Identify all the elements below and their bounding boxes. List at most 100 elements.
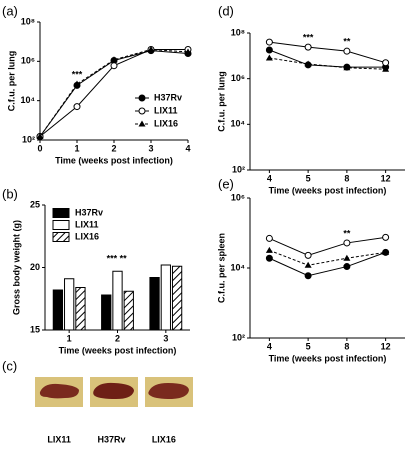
significance: *** xyxy=(303,33,314,43)
y-tick-label: 10⁴ xyxy=(231,262,245,272)
marker xyxy=(73,80,81,87)
bar xyxy=(52,289,64,331)
y-tick-label: 10⁶ xyxy=(231,192,245,202)
x-tick-label: 5 xyxy=(306,173,311,183)
bar xyxy=(75,287,86,331)
bar xyxy=(112,270,123,331)
legend-swatch xyxy=(52,232,70,242)
marker xyxy=(110,56,118,63)
y-tick-label: 10² xyxy=(232,332,245,342)
panel-label: (c) xyxy=(2,358,17,373)
x-tick-label: 1 xyxy=(74,143,79,153)
legend-marker xyxy=(138,120,146,127)
marker xyxy=(265,234,273,242)
x-tick-label: 3 xyxy=(148,143,153,153)
y-tick-label: 10⁶ xyxy=(231,73,245,83)
marker xyxy=(304,60,312,67)
panel-label: (d) xyxy=(218,3,234,18)
y-tick-label: 10² xyxy=(22,134,35,144)
bar xyxy=(171,265,183,331)
bar xyxy=(101,294,112,331)
x-tick-label: 0 xyxy=(37,143,42,153)
marker xyxy=(265,54,273,61)
y-tick-label: 10⁸ xyxy=(21,16,35,26)
series-line xyxy=(269,236,386,256)
marker xyxy=(382,248,390,255)
y-tick-label: 20 xyxy=(30,262,40,272)
marker xyxy=(382,65,390,72)
marker xyxy=(343,263,351,271)
x-axis-label: Time (weeks post infection) xyxy=(269,185,387,195)
marker xyxy=(73,103,81,111)
marker xyxy=(265,246,273,253)
legend-marker xyxy=(138,107,146,115)
significance: ** xyxy=(343,37,351,47)
image-label: H37Rv xyxy=(97,434,125,444)
marker xyxy=(304,261,312,268)
legend-swatch xyxy=(52,208,70,218)
panel-label: (b) xyxy=(2,186,18,201)
legend-label: LIX16 xyxy=(75,231,99,241)
marker xyxy=(265,38,273,46)
x-tick-label: 1 xyxy=(67,333,72,343)
y-axis-label: C.f.u. per lung xyxy=(216,71,226,132)
x-axis-label: Time (weeks post infection) xyxy=(269,353,387,363)
series-line xyxy=(269,41,386,64)
series-line xyxy=(39,48,189,137)
organ xyxy=(148,383,189,399)
y-axis-label: C.f.u. per lung xyxy=(6,51,16,112)
y-axis-label: Gross body weight (g) xyxy=(11,220,21,315)
y-tick-label: 10⁶ xyxy=(21,56,35,66)
x-tick-label: 12 xyxy=(381,173,391,183)
series-line xyxy=(269,249,386,266)
x-tick-label: 8 xyxy=(344,173,349,183)
marker xyxy=(265,254,273,262)
panel-label: (e) xyxy=(218,176,234,191)
x-axis-label: Time (weeks post infection) xyxy=(59,345,177,355)
significance: *** xyxy=(72,69,83,79)
legend-label: LIX11 xyxy=(75,219,99,229)
y-tick-label: 10² xyxy=(232,164,245,174)
x-tick-label: 4 xyxy=(267,341,272,351)
y-axis-label: C.f.u. per spleen xyxy=(216,233,226,303)
marker xyxy=(110,62,118,70)
x-tick-label: 8 xyxy=(344,341,349,351)
bar xyxy=(64,278,75,331)
significance: ** xyxy=(120,254,128,264)
significance: *** xyxy=(107,254,118,264)
panel-label: (a) xyxy=(2,3,18,18)
y-tick-label: 15 xyxy=(30,324,40,334)
bar xyxy=(123,290,134,331)
series-line xyxy=(269,57,386,70)
image-label: LIX16 xyxy=(152,434,176,444)
x-tick-label: 5 xyxy=(306,341,311,351)
marker xyxy=(343,254,351,261)
marker xyxy=(304,251,312,259)
x-tick-label: 2 xyxy=(115,333,120,343)
significance: ** xyxy=(343,228,351,238)
marker xyxy=(265,46,273,54)
series-line xyxy=(269,251,386,277)
organ xyxy=(39,383,79,399)
marker xyxy=(147,45,155,52)
bar xyxy=(149,277,160,331)
legend-label: H37Rv xyxy=(154,92,182,102)
organ-images xyxy=(35,377,193,407)
x-tick-label: 3 xyxy=(163,333,168,343)
marker xyxy=(382,233,390,241)
organ xyxy=(93,382,134,399)
y-tick-label: 10⁴ xyxy=(231,119,245,129)
x-tick-label: 4 xyxy=(267,173,272,183)
y-tick-label: 10⁸ xyxy=(231,27,245,37)
y-tick-label: 25 xyxy=(30,199,40,209)
marker xyxy=(304,272,312,280)
x-tick-label: 2 xyxy=(111,143,116,153)
legend-label: LIX11 xyxy=(154,105,178,115)
legend-label: H37Rv xyxy=(75,207,103,217)
marker xyxy=(343,239,351,247)
x-axis-label: Time (weeks post infection) xyxy=(55,155,173,165)
y-tick-label: 10⁴ xyxy=(21,95,35,105)
image-label: LIX11 xyxy=(47,434,71,444)
x-tick-label: 4 xyxy=(185,143,190,153)
